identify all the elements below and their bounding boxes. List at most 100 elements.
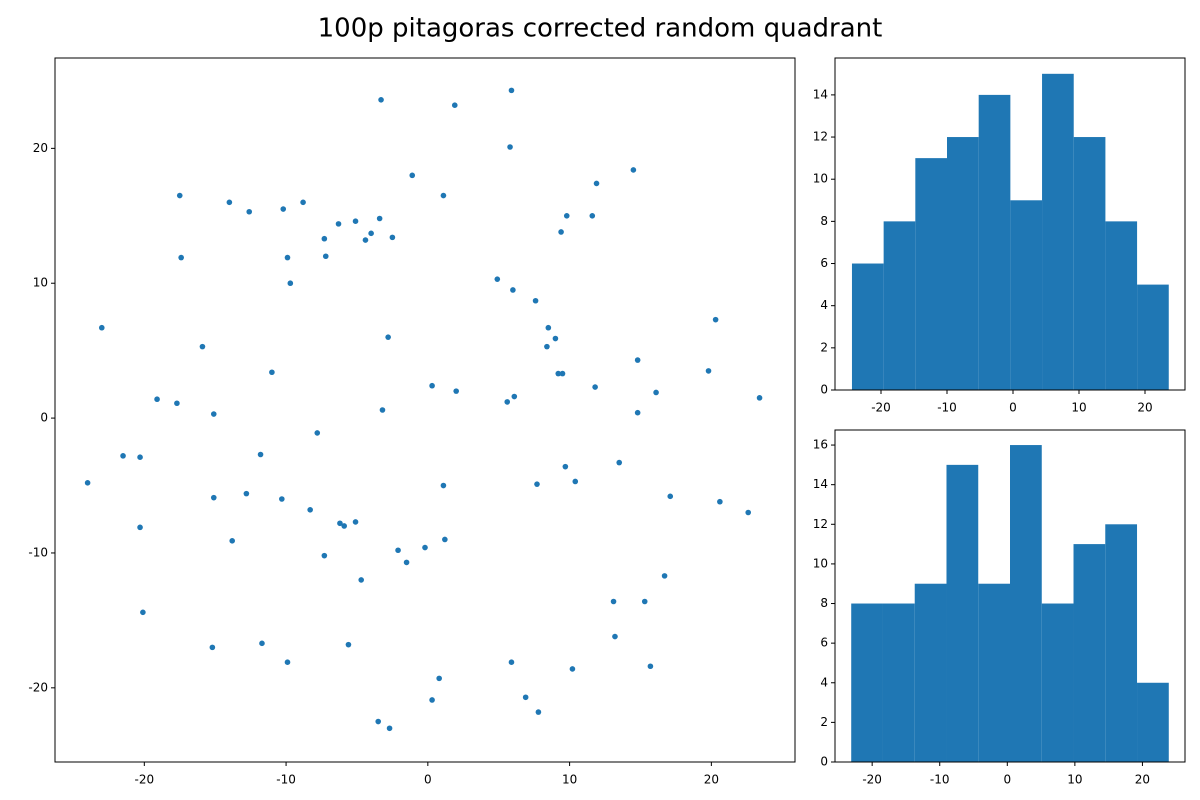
- point: [379, 407, 386, 413]
- point: [395, 547, 401, 554]
- point: [362, 237, 369, 243]
- x-tick-label: 0: [424, 773, 432, 787]
- y-tick-label: 6: [820, 636, 828, 650]
- point: [494, 276, 501, 282]
- point: [210, 411, 217, 417]
- point: [243, 490, 250, 497]
- bar: [978, 94, 1011, 390]
- point: [259, 640, 265, 647]
- x-tick-label: -10: [937, 401, 957, 415]
- y-tick-label: -20: [28, 680, 48, 694]
- point: [174, 400, 180, 407]
- point: [178, 254, 184, 261]
- y-tick-label: 14: [813, 87, 828, 101]
- point: [544, 343, 550, 350]
- point: [154, 396, 160, 403]
- point: [352, 519, 359, 525]
- point: [284, 254, 291, 261]
- bar: [1137, 284, 1169, 390]
- point: [593, 180, 600, 187]
- bar: [978, 583, 1010, 762]
- point: [572, 478, 579, 485]
- point: [508, 659, 515, 665]
- point: [209, 644, 216, 651]
- point: [440, 192, 447, 199]
- point: [592, 384, 598, 390]
- point: [442, 536, 448, 543]
- point: [641, 598, 648, 605]
- point: [229, 538, 236, 544]
- bar: [1105, 524, 1138, 762]
- panel: -20 -10 0 10 20 -20 -10 0 10 20: [28, 57, 796, 787]
- point: [422, 544, 428, 551]
- y-tick-label: 8: [820, 214, 828, 228]
- point: [226, 199, 233, 206]
- y-tick-label: 0: [820, 755, 828, 769]
- panel: -20 -10 0 10 20 0 2 4 6 8 10 12 14: [813, 57, 1186, 415]
- axes-frame: [54, 57, 796, 763]
- y-tick-label: 6: [820, 256, 828, 270]
- point: [210, 494, 217, 501]
- bar: [1010, 200, 1043, 390]
- y-tick-label: 20: [33, 141, 48, 155]
- y-tick-label: 10: [813, 556, 828, 570]
- point: [717, 498, 723, 505]
- y-tick-label: 14: [813, 477, 828, 491]
- point: [756, 395, 763, 401]
- x-tick-label: -20: [862, 773, 882, 787]
- point: [358, 577, 365, 583]
- x-tick-label: 0: [1003, 773, 1011, 787]
- x-tick-label: 0: [1009, 401, 1017, 415]
- x-tick-label: 10: [1071, 401, 1086, 415]
- point: [545, 324, 552, 331]
- bar: [883, 221, 916, 390]
- point: [532, 297, 539, 304]
- point: [436, 675, 442, 682]
- bar: [947, 137, 979, 390]
- point: [341, 523, 347, 529]
- point: [176, 192, 183, 199]
- point: [559, 370, 566, 377]
- point: [589, 212, 596, 219]
- point: [634, 409, 641, 416]
- point: [314, 430, 321, 436]
- y-tick-label: 4: [820, 675, 828, 689]
- point: [745, 509, 752, 516]
- axes-frame: [834, 57, 1186, 391]
- point: [137, 524, 143, 531]
- point: [389, 234, 396, 241]
- bar: [882, 603, 915, 762]
- point: [335, 221, 342, 227]
- point: [429, 697, 435, 703]
- point: [284, 659, 291, 665]
- point: [307, 507, 313, 513]
- point: [321, 235, 328, 242]
- axes-frame: [834, 429, 1186, 763]
- y-tick-label: 16: [813, 438, 828, 452]
- point: [647, 663, 654, 670]
- point: [653, 389, 659, 396]
- bar: [1073, 544, 1106, 762]
- point: [120, 453, 126, 459]
- bar: [851, 263, 884, 390]
- x-tick-label: 20: [1135, 773, 1150, 787]
- point: [403, 559, 410, 566]
- point: [522, 694, 529, 701]
- y-tick-label: 10: [813, 172, 828, 186]
- point: [558, 229, 564, 235]
- point: [562, 463, 569, 470]
- point: [610, 598, 617, 605]
- point: [246, 208, 253, 215]
- point: [661, 573, 668, 579]
- point: [535, 709, 542, 715]
- figure-title: 100p pitagoras corrected random quadrant: [318, 14, 883, 44]
- point: [440, 482, 447, 489]
- y-tick-label: 0: [820, 383, 828, 397]
- x-tick-label: -10: [276, 773, 296, 787]
- bar: [1042, 73, 1074, 391]
- point: [337, 520, 343, 527]
- point: [569, 666, 576, 672]
- point: [386, 725, 393, 732]
- point: [300, 199, 306, 206]
- y-tick-label: 10: [33, 276, 48, 290]
